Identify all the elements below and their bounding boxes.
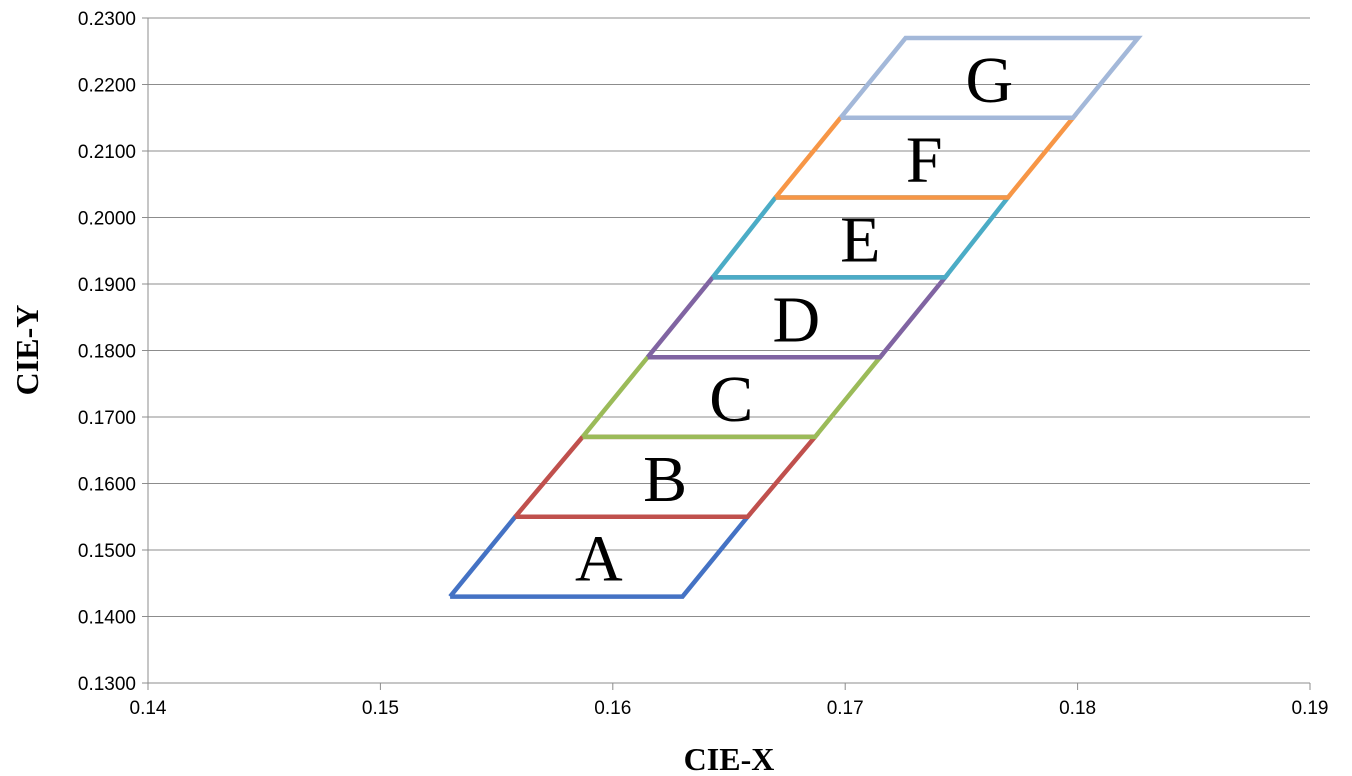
y-tick-label: 0.2000 xyxy=(78,209,136,230)
gridlines xyxy=(148,17,1310,617)
region-label-g: G xyxy=(965,44,1013,117)
series-g-outline xyxy=(838,35,1143,121)
y-tick-label: 0.1500 xyxy=(78,541,136,562)
x-axis-title: CIE-X xyxy=(684,741,775,776)
x-tick-label: 0.19 xyxy=(1292,698,1329,719)
y-tick-label: 0.1900 xyxy=(78,275,136,296)
region-label-a: A xyxy=(575,523,623,596)
y-tick-label: 0.1700 xyxy=(78,408,136,429)
y-tick-label: 0.2200 xyxy=(78,76,136,97)
x-tick-labels: 0.14 0.15 0.16 0.17 0.18 0.19 xyxy=(130,698,1329,719)
y-tick-labels: 0.1300 0.1400 0.1500 0.1600 0.1700 0.1800 0.19… xyxy=(78,9,136,695)
x-tick-label: 0.18 xyxy=(1059,698,1096,719)
axes xyxy=(142,17,1311,690)
y-tick-label: 0.1300 xyxy=(78,674,136,695)
y-tick-label: 0.1800 xyxy=(78,342,136,363)
region-label-d: D xyxy=(773,283,821,356)
region-label-e: E xyxy=(840,203,880,276)
y-tick-label: 0.2300 xyxy=(78,9,136,30)
x-tick-label: 0.17 xyxy=(827,698,864,719)
x-tick-label: 0.15 xyxy=(362,698,399,719)
y-tick-label: 0.2100 xyxy=(78,142,136,163)
region-label-c: C xyxy=(709,363,753,436)
series-group xyxy=(448,35,1143,599)
y-axis-title: CIE-Y xyxy=(9,305,45,396)
x-tick-label: 0.16 xyxy=(594,698,631,719)
y-tick-label: 0.1600 xyxy=(78,475,136,496)
region-label-f: F xyxy=(906,124,943,197)
x-tick-label: 0.14 xyxy=(130,698,167,719)
region-label-b: B xyxy=(643,443,687,516)
y-tick-label: 0.1400 xyxy=(78,608,136,629)
